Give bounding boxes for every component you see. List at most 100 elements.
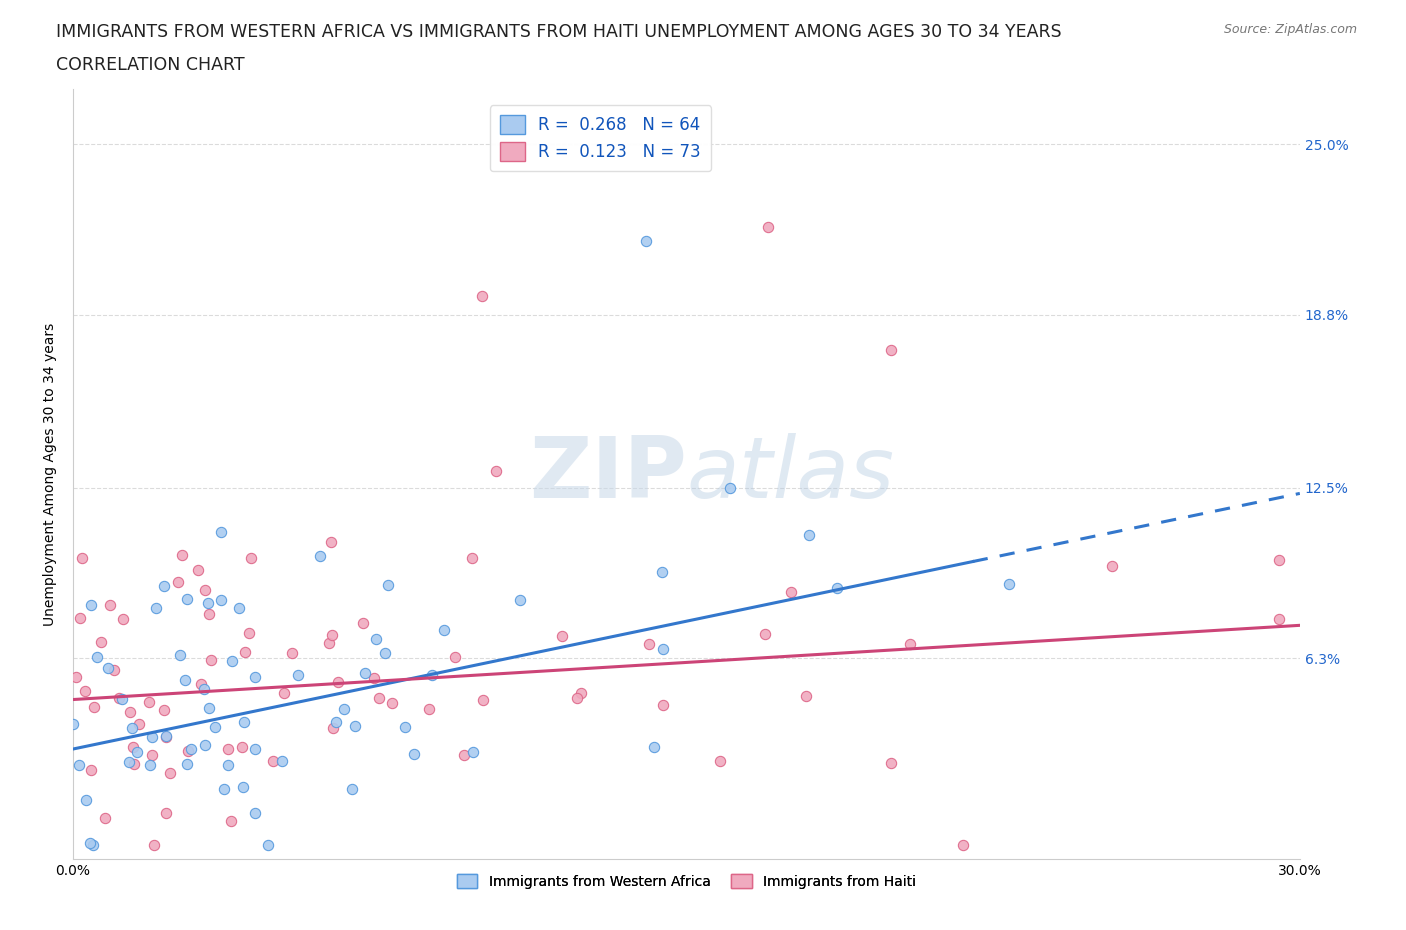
Point [880,343,903,358]
Legend: Immigrants from Western Africa, Immigrants from Haiti: Immigrants from Western Africa, Immigran… [451,869,922,895]
Point [377,578,399,592]
Point [107,690,129,705]
Text: Source: ZipAtlas.com: Source: ZipAtlas.com [1223,23,1357,36]
Point [80,763,103,777]
Point [69,610,91,625]
Point [343,718,366,733]
Point [221,653,243,668]
Point [112,611,135,626]
Point [97,660,120,675]
Point [228,600,250,615]
Point [98,598,121,613]
Point [281,645,304,660]
Point [128,717,150,732]
Point [169,647,191,662]
Point [352,616,374,631]
Point [321,628,343,643]
Point [198,700,221,715]
Point [262,753,284,768]
Point [340,782,363,797]
Point [709,753,731,768]
Point [153,703,176,718]
Point [152,578,174,593]
Point [309,549,332,564]
Point [238,625,260,640]
Point [484,463,506,478]
Point [155,806,177,821]
Point [121,739,143,754]
Point [232,779,254,794]
Point [325,715,347,730]
Text: ZIP: ZIP [529,432,686,515]
Point [209,525,232,539]
Point [94,811,117,826]
Point [368,691,391,706]
Point [394,720,416,735]
Point [273,685,295,700]
Point [471,693,494,708]
Point [127,744,149,759]
Point [193,682,215,697]
Point [62,717,84,732]
Point [1268,552,1291,567]
Point [754,627,776,642]
Text: atlas: atlas [686,432,894,515]
Point [139,757,162,772]
Point [204,720,226,735]
Point [569,685,592,700]
Point [86,649,108,664]
Point [333,701,356,716]
Point [90,634,112,649]
Point [173,673,195,688]
Point [952,838,974,853]
Point [374,645,396,660]
Point [198,606,221,621]
Point [145,601,167,616]
Point [73,684,96,698]
Point [155,730,177,745]
Point [233,645,256,660]
Point [180,742,202,757]
Point [402,747,425,762]
Point [651,698,673,712]
Point [80,598,103,613]
Point [217,758,239,773]
Point [83,699,105,714]
Point [176,757,198,772]
Point [212,781,235,796]
Point [270,753,292,768]
Point [245,805,267,820]
Point [121,721,143,736]
Point [209,592,232,607]
Text: CORRELATION CHART: CORRELATION CHART [56,56,245,73]
Point [363,671,385,685]
Point [461,745,484,760]
Point [637,636,659,651]
Point [509,592,531,607]
Point [231,740,253,755]
Point [420,668,443,683]
Point [217,741,239,756]
Point [111,691,134,706]
Point [67,758,90,773]
Text: IMMIGRANTS FROM WESTERN AFRICA VS IMMIGRANTS FROM HAITI UNEMPLOYMENT AMONG AGES : IMMIGRANTS FROM WESTERN AFRICA VS IMMIGR… [56,23,1062,41]
Point [70,551,93,565]
Point [326,674,349,689]
Point [319,535,342,550]
Point [176,591,198,606]
Point [322,721,344,736]
Point [257,838,280,853]
Point [565,690,588,705]
Point [825,580,848,595]
Point [190,677,212,692]
Point [461,551,484,565]
Point [453,748,475,763]
Point [1268,612,1291,627]
Point [634,233,657,248]
Point [232,714,254,729]
Point [780,584,803,599]
Point [797,527,820,542]
Point [187,563,209,578]
Point [418,701,440,716]
Point [155,728,177,743]
